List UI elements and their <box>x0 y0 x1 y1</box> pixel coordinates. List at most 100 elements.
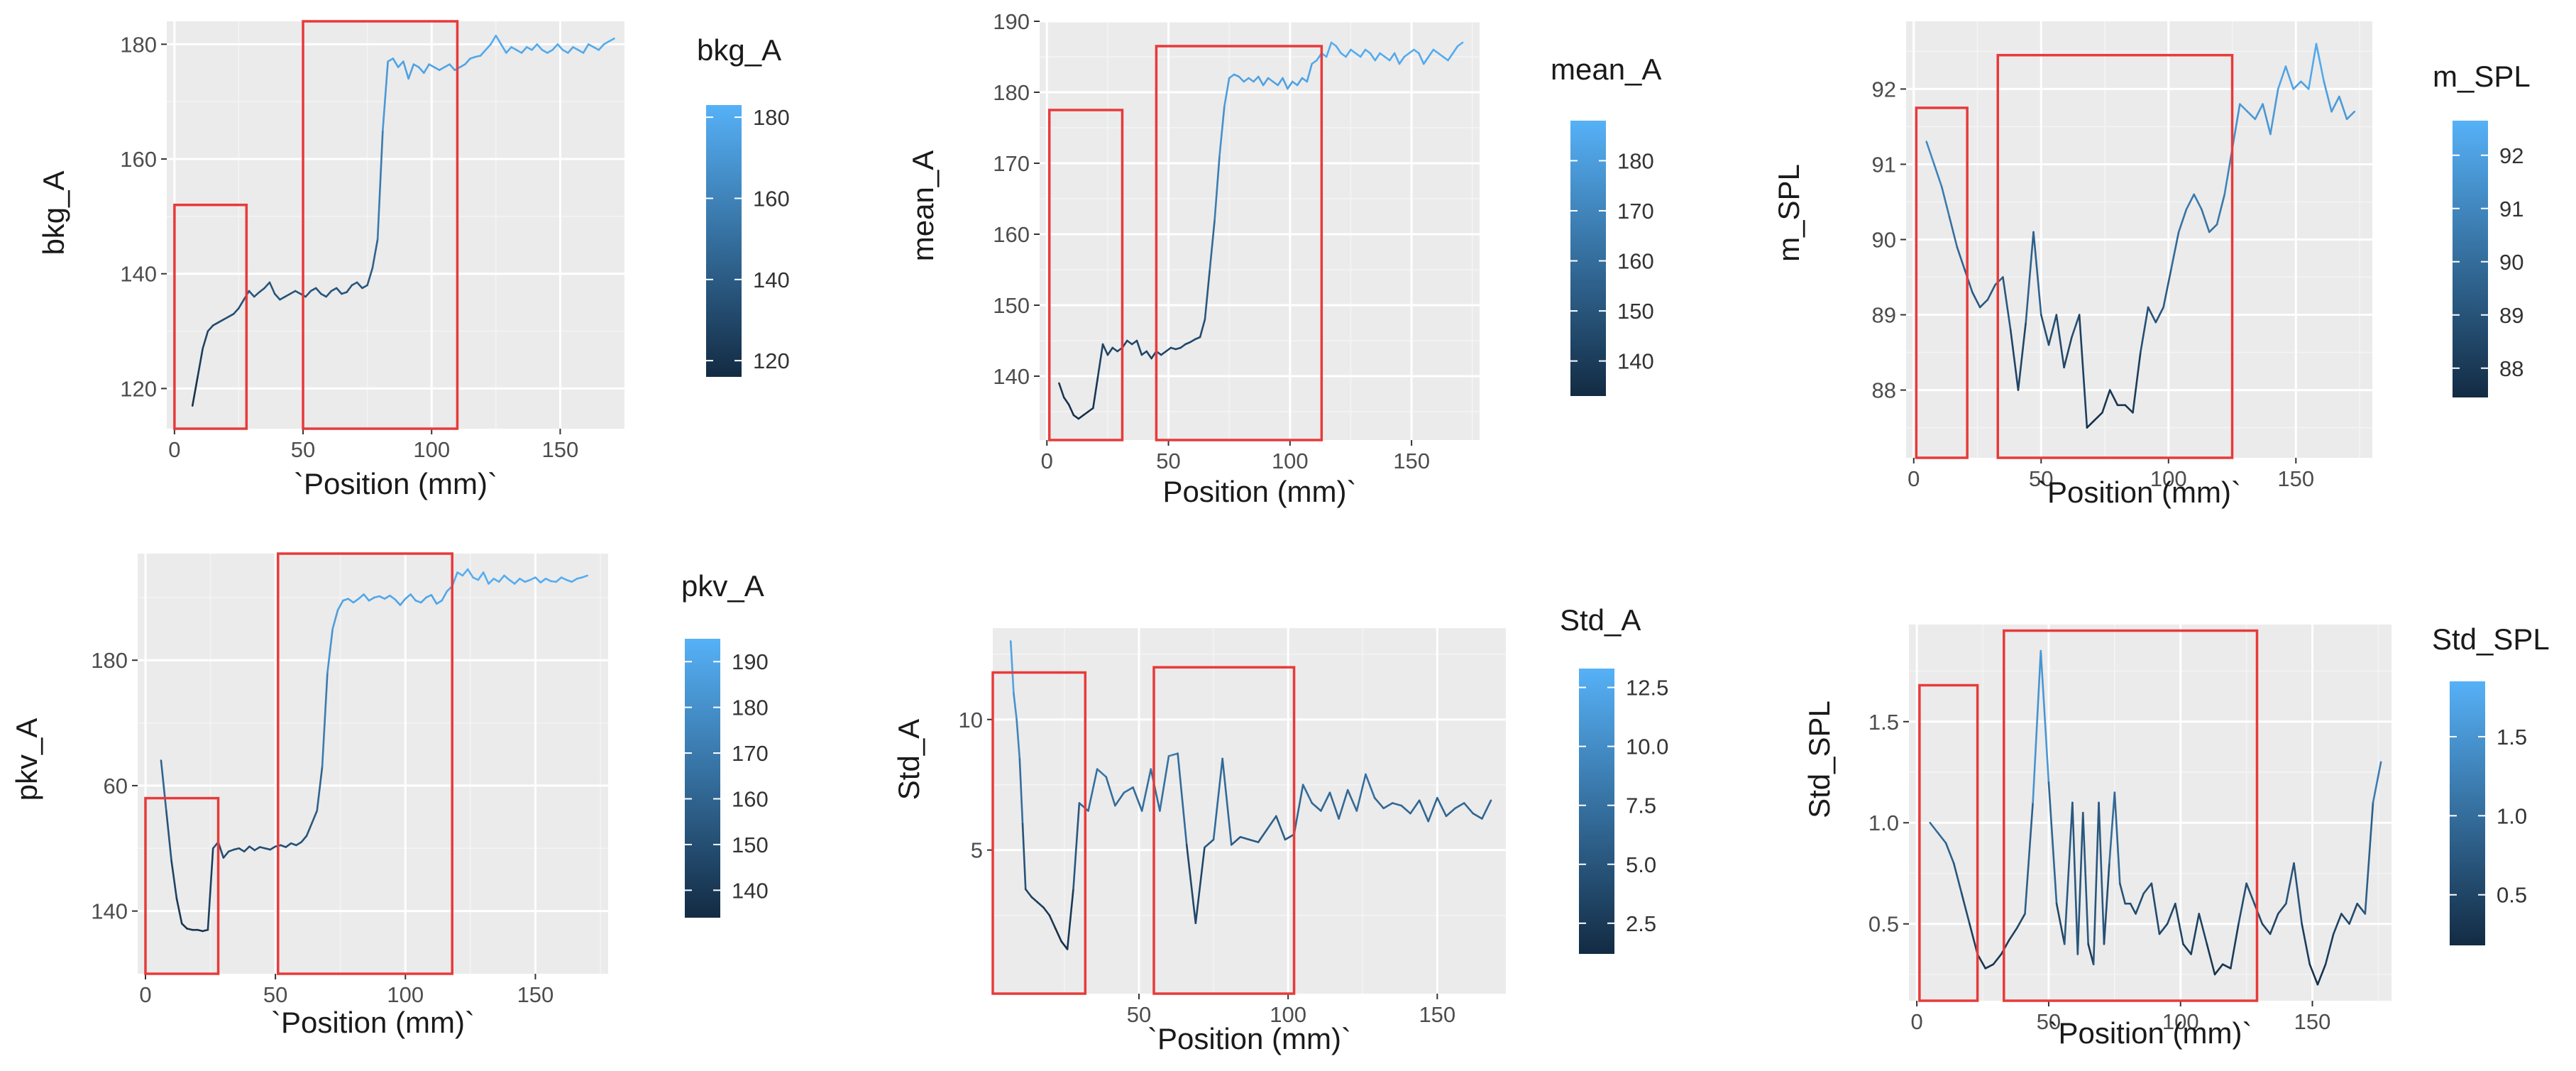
series-line-segment <box>285 842 292 848</box>
series-line-segment <box>1359 48 1367 58</box>
series-line-segment <box>1092 375 1099 410</box>
series-line-segment <box>1445 807 1456 818</box>
series-line-segment <box>1013 692 1018 721</box>
legend-tick-label: 150 <box>732 833 769 857</box>
series-line-segment <box>2162 268 2172 309</box>
series-line-segment <box>544 578 552 583</box>
series-line-segment <box>2293 862 2303 926</box>
series-line-segment <box>2340 913 2350 926</box>
series-line-segment <box>300 835 308 843</box>
series-line-segment <box>1388 52 1396 62</box>
series-line-segment <box>197 347 204 378</box>
series-line-segment <box>490 34 497 45</box>
series-line-segment <box>1209 219 1216 271</box>
series-line-segment <box>1165 346 1172 353</box>
highlight-box <box>1918 683 1979 1002</box>
y-tick-label: 180 <box>91 648 128 673</box>
series-line-segment <box>2135 892 2145 915</box>
series-line-segment <box>1284 833 1295 841</box>
series-line-segment <box>587 43 595 48</box>
series-line-segment <box>1969 923 1978 955</box>
series-line-segment <box>2185 193 2195 211</box>
x-tick-label: 100 <box>413 437 450 462</box>
series-line-segment <box>243 845 251 853</box>
plot-panel-bg <box>993 628 1506 994</box>
series-line-segment <box>2230 923 2240 970</box>
x-axis-title: `Position (mm)` <box>2048 1016 2252 1050</box>
series-line-segment <box>371 238 379 269</box>
highlight-box <box>1152 666 1296 995</box>
series-line-segment <box>1015 718 1021 760</box>
series-line-segment <box>2108 389 2119 407</box>
series-line-segment <box>2198 913 2208 945</box>
series-line-segment <box>1293 784 1304 835</box>
series-line-segment <box>572 46 580 51</box>
x-axis-title: Position (mm)` <box>1162 475 1356 508</box>
series-line-segment <box>1373 796 1385 810</box>
series-line-segment <box>180 923 188 930</box>
series-line-segment <box>1311 802 1322 812</box>
series-line-segment <box>2300 80 2310 90</box>
x-tick-label: 0 <box>1041 449 1053 473</box>
series-line-segment <box>1132 786 1143 812</box>
y-tick-label: 120 <box>120 376 157 401</box>
series-line-segment <box>1213 155 1221 221</box>
series-line-segment <box>1287 80 1294 90</box>
series-line-segment <box>2055 314 2065 369</box>
series-line-segment <box>444 63 451 68</box>
series-line-segment <box>2113 791 2121 885</box>
series-line-segment <box>1355 773 1367 812</box>
series-line-segment <box>1114 791 1125 807</box>
series-line-segment <box>1306 62 1313 83</box>
series-line-segment <box>368 596 375 602</box>
series-line-segment <box>1066 888 1074 950</box>
series-line-segment <box>325 290 333 298</box>
series-line-segment <box>1058 382 1065 399</box>
series-line-segment <box>1400 804 1411 815</box>
series-line-segment <box>1291 80 1299 87</box>
series-line-segment <box>346 284 353 293</box>
series-line-segment <box>456 571 464 577</box>
series-line-segment <box>2315 43 2325 83</box>
colorbar <box>1579 669 1614 954</box>
series-line-segment <box>279 295 286 301</box>
series-line-segment <box>1185 844 1197 924</box>
highlight-box <box>2003 629 2259 1002</box>
legend-tick-label: 91 <box>2499 197 2523 221</box>
series-line-segment <box>407 63 415 80</box>
series-line-segment <box>1277 77 1284 87</box>
series-line-segment <box>425 594 433 599</box>
series-line-segment <box>500 43 507 54</box>
series-line-segment <box>1296 77 1304 87</box>
series-line-segment <box>1481 799 1492 820</box>
series-line-segment <box>566 46 574 54</box>
x-tick-label: 150 <box>542 437 579 462</box>
series-line-segment <box>1042 906 1051 916</box>
series-line-segment <box>2040 649 2050 784</box>
series-line-segment <box>482 571 490 585</box>
series-line-segment <box>331 609 339 630</box>
series-line-segment <box>1072 414 1080 420</box>
series-line-segment <box>253 846 261 852</box>
series-line-segment <box>1021 823 1027 891</box>
series-line-segment <box>1940 185 1951 218</box>
series-line-segment <box>1072 802 1081 891</box>
series-line-segment <box>376 129 384 241</box>
x-tick-label: 150 <box>2294 1009 2331 1034</box>
series-line-segment <box>2231 103 2241 150</box>
series-line-segment <box>1994 276 2004 286</box>
series-line-segment <box>1472 812 1483 820</box>
series-line-segment <box>1992 953 2003 966</box>
x-axis-title: `Position (mm)` <box>2037 476 2241 509</box>
series-line-segment <box>1218 105 1226 158</box>
series-line-segment <box>2193 193 2203 211</box>
series-line-segment <box>2253 902 2264 926</box>
series-line-segment <box>607 37 615 43</box>
series-line-segment <box>2206 943 2216 976</box>
x-axis-title: `Position (mm)` <box>1147 1022 1351 1055</box>
series-line-segment <box>508 578 516 585</box>
legend-tick-label: 120 <box>753 348 790 373</box>
legend-tick-label: 10.0 <box>1626 735 1668 759</box>
series-line-segment <box>2254 103 2264 121</box>
series-line-segment <box>1221 757 1233 846</box>
